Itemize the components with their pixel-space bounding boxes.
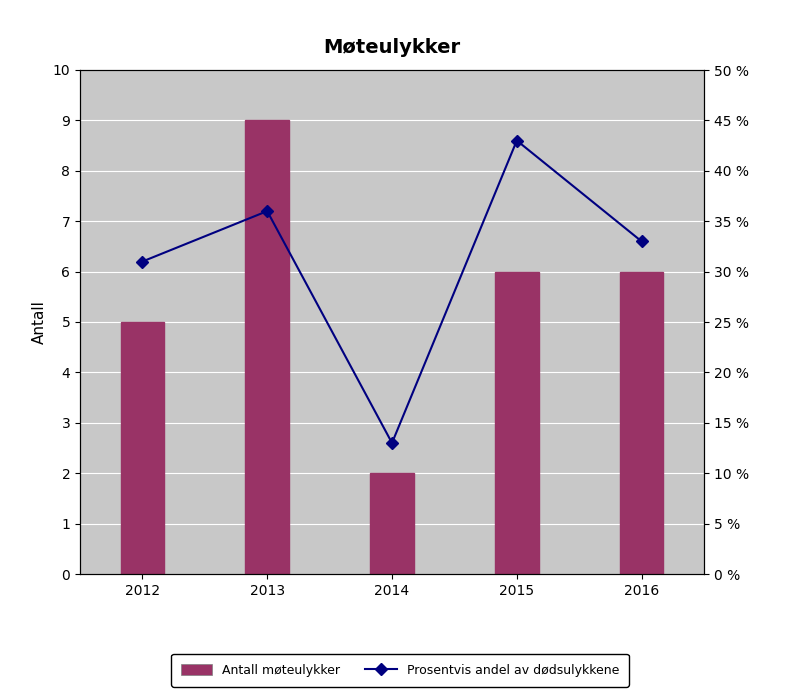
- Bar: [620, 272, 663, 574]
- Title: Møteulykker: Møteulykker: [323, 38, 461, 57]
- Legend: Antall møteulykker, Prosentvis andel av dødsulykkene: Antall møteulykker, Prosentvis andel av …: [171, 654, 629, 687]
- Bar: [495, 272, 538, 574]
- Bar: [246, 120, 289, 574]
- Bar: [370, 473, 414, 574]
- Bar: [121, 322, 164, 574]
- Y-axis label: Antall: Antall: [32, 300, 47, 344]
